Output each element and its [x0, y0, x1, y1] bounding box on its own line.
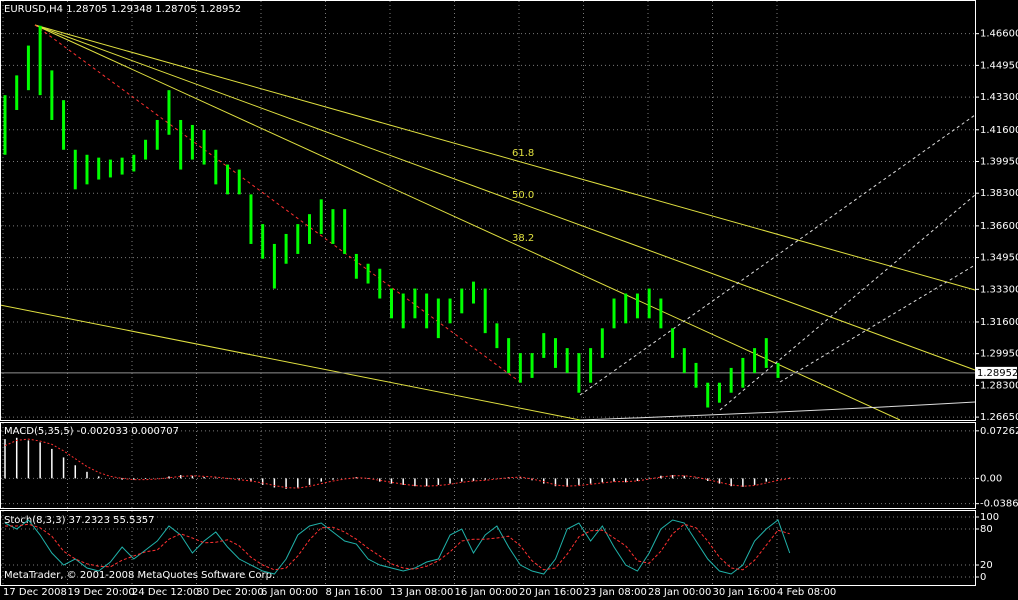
y-tick-label: 1.39950	[980, 156, 1018, 167]
x-tick-label: 8 Jan 16:00	[326, 587, 383, 598]
y-tick-label: 1.29950	[980, 349, 1018, 360]
y-tick-label: 100	[980, 512, 999, 523]
y-tick-label: 1.43300	[980, 92, 1018, 103]
x-tick-label: 4 Feb 08:00	[777, 587, 836, 598]
macd-header: MACD(5,35,5) -0.002033 0.000707	[4, 426, 179, 437]
y-tick-label: 0.07262	[980, 426, 1018, 437]
fan-base	[34, 24, 521, 383]
x-tick-label: 28 Jan 00:00	[648, 587, 711, 598]
copyright: MetaTrader, © 2001-2008 MetaQuotes Softw…	[4, 570, 275, 581]
y-tick-label: 1.26650	[980, 412, 1018, 423]
curve-line	[579, 401, 976, 421]
fan-line	[34, 24, 976, 371]
grid	[1, 1, 975, 585]
x-tick-label: 30 Dec 20:00	[197, 587, 264, 598]
y-tick-label: 80	[980, 524, 993, 535]
symbol-header: EURUSD,H4 1.28705 1.29348 1.28705 1.2895…	[4, 4, 241, 15]
y-tick-label: 0	[980, 572, 986, 583]
y-tick-label: 1.34950	[980, 253, 1018, 264]
fib-label: 38.2	[512, 233, 534, 244]
channel-line	[779, 264, 976, 383]
y-tick-label: 20	[980, 560, 993, 571]
x-tick-label: 20 Jan 16:00	[519, 587, 582, 598]
signal-line	[4, 438, 790, 489]
stoch-line	[4, 519, 791, 575]
stoch-frame	[0, 510, 976, 586]
x-tick-label: 23 Jan 08:00	[584, 587, 647, 598]
x-tick-label: 30 Jan 16:00	[713, 587, 776, 598]
y-tick-label: 1.44950	[980, 60, 1018, 71]
y-tick-label: 1.33300	[980, 284, 1018, 295]
macd-frame	[0, 422, 976, 509]
x-tick-label: 13 Jan 08:00	[390, 587, 453, 598]
current-price-label: 1.28952	[977, 368, 1018, 379]
x-tick-label: 16 Jan 00:00	[455, 587, 518, 598]
channel-line	[579, 114, 976, 396]
y-tick-label: 1.41600	[980, 125, 1018, 136]
channel-line	[719, 194, 976, 411]
y-tick-label: 1.28300	[980, 380, 1018, 391]
x-tick-label: 19 Dec 20:00	[68, 587, 135, 598]
stoch-header: Stoch(8,3,3) 37.2323 55.5357	[4, 515, 155, 526]
fib-label: 50.0	[512, 190, 534, 201]
x-tick-label: 6 Jan 00:00	[261, 587, 318, 598]
frames	[0, 0, 976, 586]
x-tick-label: 17 Dec 2008	[3, 587, 67, 598]
y-tick-label: -0.03868	[980, 499, 1018, 510]
trend-line	[0, 304, 581, 421]
y-tick-label: 0.00	[980, 473, 1002, 484]
drawings	[0, 24, 976, 421]
stoch-line	[5, 523, 790, 571]
y-tick-label: 1.38300	[980, 188, 1018, 199]
x-tick-label: 24 Dec 12:00	[132, 587, 199, 598]
y-tick-label: 1.46600	[980, 29, 1018, 40]
fib-label: 61.8	[512, 148, 534, 159]
fan-line	[34, 24, 976, 291]
current-price-box	[975, 366, 1017, 379]
y-tick-label: 1.31600	[980, 317, 1018, 328]
main-frame	[0, 0, 976, 421]
y-tick-label: 1.36600	[980, 221, 1018, 232]
